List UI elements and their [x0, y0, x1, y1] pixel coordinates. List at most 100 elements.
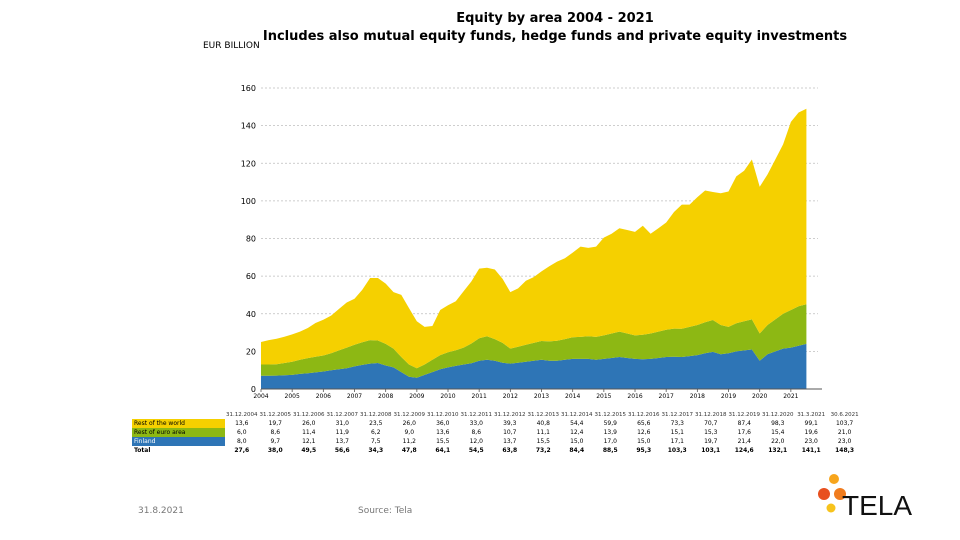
table-cell: 39,3: [503, 420, 517, 427]
x-tick-label: 2018: [690, 393, 705, 400]
table-column-header: 31.12.2007: [326, 411, 359, 418]
table-cell: 9,0: [404, 429, 415, 436]
table-cell: 6,2: [370, 429, 381, 436]
table-cell: 141,1: [801, 447, 821, 454]
table-row: Total 27,6 38,0 49,5 56,6 34,3 47,8 64,1 54,5 63,…: [132, 446, 861, 455]
table-cell: 26,0: [302, 420, 316, 427]
table-cell: 15,0: [570, 438, 584, 445]
table-column-header: 31.12.2018: [695, 411, 727, 418]
table-column-header: 30.6.2021: [830, 411, 859, 418]
table-cell: 70,7: [704, 420, 718, 427]
table-cell: 38,0: [267, 447, 283, 454]
table-cell: 13,6: [235, 420, 249, 427]
table-row: Finland 8,0 9,7 12,1 13,7 7,5 11,2 15,5 12,0 13,7…: [132, 437, 861, 446]
table-cell: 54,5: [468, 447, 484, 454]
table-cell: 17,1: [670, 438, 684, 445]
table-cell: 103,3: [667, 447, 687, 454]
table-cell: 12,1: [302, 438, 316, 445]
table-cell: 15,0: [637, 438, 651, 445]
area-rest-of-euro-area: [261, 304, 807, 378]
table-column-header: 31.12.2016: [628, 411, 660, 418]
table-cell: 26,0: [402, 420, 416, 427]
equity-area-chart: 0 20 40 60 80 100 120 140 160 2004 2005 2006 2007 200…: [241, 84, 822, 400]
table-cell: 13,9: [603, 429, 617, 436]
x-tick-label: 2021: [783, 393, 798, 400]
table-column-header: 31.12.2006: [293, 411, 325, 418]
table-cell: 15,5: [436, 438, 450, 445]
table-cell: 95,3: [636, 447, 652, 454]
table-cell: 54,4: [570, 420, 584, 427]
tela-logo-icon: [818, 474, 846, 513]
table-cell: 27,6: [234, 447, 250, 454]
table-cell: 8,6: [270, 429, 281, 436]
x-tick-label: 2006: [316, 393, 331, 400]
table-cell: 148,3: [835, 447, 855, 454]
table-cell: 15,4: [771, 429, 785, 436]
table-column-header: 31.12.2019: [728, 411, 761, 418]
table-cell: 13,7: [503, 438, 517, 445]
x-tick-label: 2009: [409, 393, 424, 400]
table-cell: 23,0: [837, 438, 852, 445]
footer-date: 31.8.2021: [138, 506, 184, 516]
table-row-label: Rest of euro area: [132, 428, 225, 437]
table-cell: 23,5: [369, 420, 383, 427]
table-row-label: Finland: [132, 437, 225, 446]
table-cell: 124,6: [734, 447, 754, 454]
table-cell: 12,4: [570, 429, 584, 436]
y-tick-label: 80: [246, 235, 256, 244]
table-column-header: 31.12.2013: [527, 411, 560, 418]
x-tick-label: 2016: [627, 393, 642, 400]
table-cell: 132,1: [768, 447, 788, 454]
table-cell: 19,7: [268, 420, 282, 427]
table-cell: 84,4: [569, 447, 585, 454]
x-tick-label: 2019: [721, 393, 736, 400]
y-tick-label: 60: [246, 272, 256, 281]
table-cell: 11,1: [536, 429, 550, 436]
table-cell: 17,0: [603, 438, 617, 445]
x-tick-label: 2020: [752, 393, 767, 400]
data-table: 31.12.2004 31.12.2005 31.12.2006 31.12.2007…: [132, 410, 861, 455]
table-cell: 19,7: [704, 438, 718, 445]
x-tick-label: 2015: [596, 393, 611, 400]
y-tick-label: 120: [241, 159, 256, 168]
logo-dot-right: [834, 488, 846, 500]
table-cell: 33,0: [469, 420, 483, 427]
table-cell: 40,8: [536, 420, 550, 427]
table-column-header: 31.12.2011: [460, 411, 493, 418]
table-cell: 13,6: [436, 429, 450, 436]
area-rest-of-the-world: [261, 108, 807, 369]
stacked-areas: [261, 108, 807, 389]
table-cell: 19,6: [804, 429, 818, 436]
table-column-header: 31.3.2021: [797, 411, 826, 418]
table-cell: 59,9: [603, 420, 617, 427]
y-tick-label: 160: [241, 84, 256, 93]
y-tick-label: 40: [246, 310, 256, 319]
logo-dot-left: [818, 488, 830, 500]
x-tick-label: 2014: [565, 393, 580, 400]
table-cell: 49,5: [301, 447, 317, 454]
table-cell: 10,7: [503, 429, 517, 436]
y-tick-label: 140: [241, 122, 256, 131]
table-cell: 21,4: [737, 438, 751, 445]
axes: 0 20 40 60 80 100 120 140 160 2004 2005 2006 2007 200…: [241, 84, 822, 400]
table-cell: 36,0: [436, 420, 450, 427]
table-column-header: 31.12.2004: [226, 411, 258, 418]
footer-source: Source: Tela: [358, 506, 413, 516]
table-cell: 63,8: [502, 447, 518, 454]
chart-title: Equity by area 2004 - 2021: [456, 11, 654, 26]
table-column-header: 31.12.2008: [360, 411, 392, 418]
chart-title-block: Equity by area 2004 - 2021 Includes also…: [250, 10, 860, 46]
table-cell: 17,6: [737, 429, 751, 436]
area-finland: [261, 343, 807, 389]
table-column-header: 31.12.2009: [393, 411, 426, 418]
table-cell: 99,1: [804, 420, 818, 427]
table-cell: 11,9: [335, 429, 349, 436]
y-axis-unit-label: EUR BILLION: [203, 41, 260, 51]
table-cell: 15,5: [536, 438, 550, 445]
x-tick-label: 2008: [378, 393, 393, 400]
x-tick-label: 2011: [472, 393, 487, 400]
table-cell: 103,1: [701, 447, 721, 454]
table-header-row: 31.12.2004 31.12.2005 31.12.2006 31.12.2007…: [132, 410, 861, 419]
y-tick-label: 100: [241, 197, 256, 206]
table-column-header: 31.12.2015: [594, 411, 627, 418]
